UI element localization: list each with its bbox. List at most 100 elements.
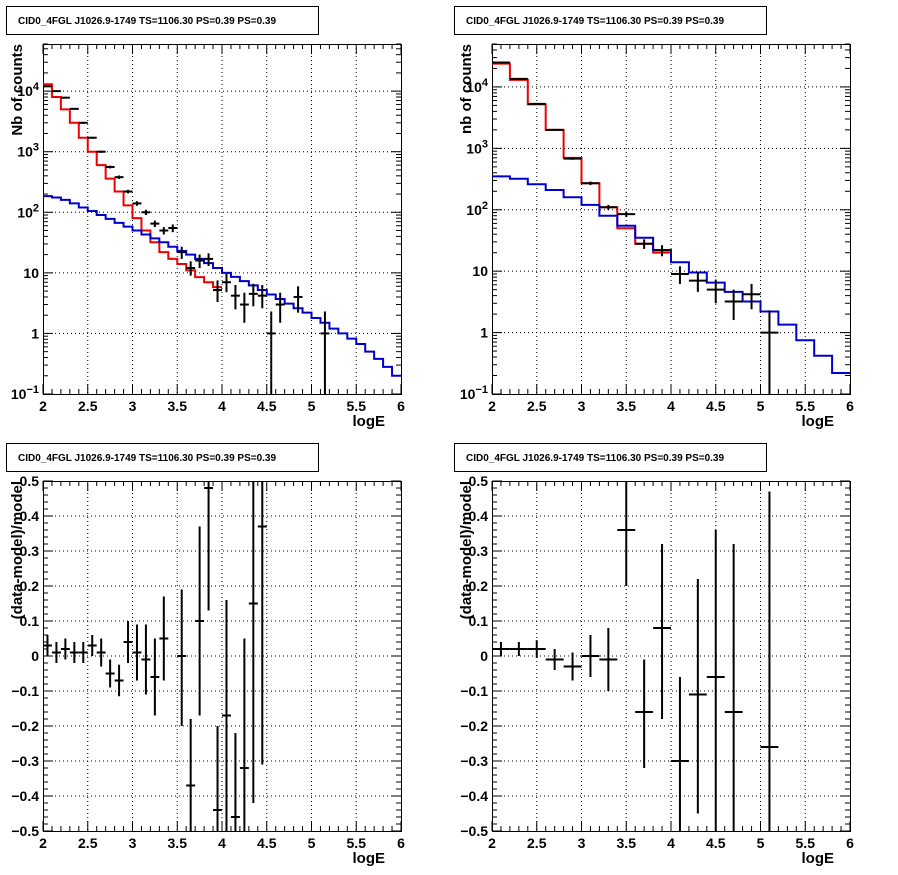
x-tick-label: 2.5 bbox=[527, 835, 547, 851]
data-point bbox=[69, 642, 79, 663]
x-tick-label: 6 bbox=[397, 835, 405, 851]
data-point bbox=[195, 254, 205, 269]
data-point bbox=[43, 635, 52, 656]
data-point bbox=[257, 285, 267, 309]
chart-panel-2: CID0_4FGL J1026.9-1749 TS=1106.30 PS=0.3… bbox=[454, 6, 854, 430]
data-point bbox=[177, 589, 187, 726]
data-point bbox=[293, 286, 303, 313]
x-tick-label: 2 bbox=[488, 398, 496, 414]
tick-base: 10 bbox=[466, 140, 482, 156]
y-tick-label: 0.4 bbox=[20, 508, 40, 524]
x-tick-label: 3 bbox=[578, 398, 586, 414]
data-point bbox=[51, 90, 61, 93]
x-tick-label: 5.5 bbox=[347, 398, 367, 414]
data-point bbox=[141, 209, 151, 216]
y-tick-label: 104 bbox=[17, 81, 40, 99]
data-point bbox=[213, 726, 222, 831]
y-tick-label: 0.2 bbox=[469, 578, 489, 594]
data-point bbox=[275, 292, 285, 323]
x-tick-label: 3.5 bbox=[617, 835, 637, 851]
x-tick-label: 4.5 bbox=[257, 398, 277, 414]
x-tick-label: 3.5 bbox=[168, 835, 188, 851]
title-box bbox=[454, 443, 767, 472]
y-axis: −0.5 −0.4 −0.3 −0.2 −0.1 0 0.1 0.2 0.3 0.4 0.5 bbox=[11, 473, 401, 839]
grid bbox=[43, 44, 401, 394]
data-point bbox=[563, 157, 582, 160]
data-point bbox=[671, 677, 689, 831]
title-box bbox=[6, 443, 319, 472]
data-point bbox=[195, 526, 205, 716]
data-point bbox=[492, 642, 510, 656]
y-tick-label: −0.2 bbox=[460, 718, 488, 734]
y-tick-label: 0.4 bbox=[469, 508, 489, 524]
y-axis: −0.5 −0.4 −0.3 −0.2 −0.1 0 0.1 0.2 0.3 0.4 0.5 bbox=[460, 473, 850, 839]
data-point bbox=[653, 245, 671, 257]
data-point bbox=[257, 481, 267, 765]
data-point bbox=[724, 544, 743, 831]
tick-exponent: −1 bbox=[475, 384, 488, 396]
data-point bbox=[132, 201, 142, 206]
model-step-series-2 bbox=[43, 195, 401, 377]
x-axis-label: logE bbox=[353, 413, 386, 430]
y-tick-label: 1 bbox=[480, 325, 488, 341]
grid bbox=[492, 481, 850, 831]
y-tick-label: 1 bbox=[31, 325, 39, 341]
data-point bbox=[159, 596, 169, 681]
y-axis-label: (data-model)/model bbox=[9, 481, 26, 619]
data-point bbox=[69, 107, 79, 110]
y-tick-label: 0.5 bbox=[20, 473, 40, 489]
y-axis-label: Nb of counts bbox=[9, 44, 26, 136]
chart-panel-4: CID0_4FGL J1026.9-1749 TS=1106.30 PS=0.3… bbox=[454, 443, 854, 867]
plot-area bbox=[43, 83, 401, 394]
x-tick-label: 4 bbox=[667, 398, 675, 414]
chart-title: CID0_4FGL J1026.9-1749 TS=1106.30 PS=0.3… bbox=[18, 453, 276, 464]
data-point bbox=[248, 481, 258, 803]
data-points bbox=[492, 481, 779, 831]
data-point bbox=[599, 204, 618, 210]
data-point bbox=[581, 635, 600, 677]
data-point bbox=[599, 628, 618, 691]
x-tick-label: 6 bbox=[397, 398, 405, 414]
data-point bbox=[635, 659, 654, 768]
data-point bbox=[213, 280, 222, 303]
x-tick-label: 5.5 bbox=[796, 398, 816, 414]
tick-exponent: 4 bbox=[33, 81, 40, 93]
y-tick-label: 10 bbox=[23, 265, 39, 281]
tick-base: 10 bbox=[17, 204, 33, 220]
x-tick-label: 5 bbox=[757, 398, 765, 414]
plot-area bbox=[492, 61, 850, 394]
data-point bbox=[204, 253, 214, 266]
x-tick-label: 5 bbox=[308, 398, 316, 414]
y-tick-label: 103 bbox=[466, 138, 488, 156]
x-tick-label: 4 bbox=[667, 835, 675, 851]
x-tick-label: 2 bbox=[39, 398, 47, 414]
data-point bbox=[635, 239, 654, 249]
data-point bbox=[168, 224, 178, 233]
data-point bbox=[114, 175, 124, 179]
data-point bbox=[724, 289, 743, 321]
x-axis: 2 2.5 3 3.5 4 4.5 5 5.5 6 bbox=[488, 481, 854, 851]
data-point bbox=[563, 652, 582, 681]
data-point bbox=[230, 285, 240, 310]
data-point bbox=[132, 624, 142, 681]
x-tick-label: 4 bbox=[218, 398, 226, 414]
y-tick-label: −0.5 bbox=[460, 823, 488, 839]
y-tick-label: 10−1 bbox=[460, 384, 488, 402]
x-tick-label: 3 bbox=[578, 835, 586, 851]
data-point bbox=[43, 85, 52, 88]
chart-title: CID0_4FGL J1026.9-1749 TS=1106.30 PS=0.3… bbox=[466, 453, 724, 464]
data-point bbox=[653, 544, 671, 719]
chart-title: CID0_4FGL J1026.9-1749 TS=1106.30 PS=0.3… bbox=[466, 16, 724, 27]
data-point bbox=[760, 491, 779, 831]
data-point bbox=[239, 638, 249, 831]
tick-base: 10 bbox=[466, 202, 482, 218]
x-axis-label: logE bbox=[802, 850, 835, 867]
chart-title: CID0_4FGL J1026.9-1749 TS=1106.30 PS=0.3… bbox=[18, 16, 276, 27]
chart-panel-3: CID0_4FGL J1026.9-1749 TS=1106.30 PS=0.3… bbox=[6, 443, 405, 867]
tick-base: 10 bbox=[11, 386, 27, 402]
x-tick-label: 4.5 bbox=[257, 835, 277, 851]
x-tick-label: 2 bbox=[488, 835, 496, 851]
x-tick-label: 2.5 bbox=[78, 398, 98, 414]
